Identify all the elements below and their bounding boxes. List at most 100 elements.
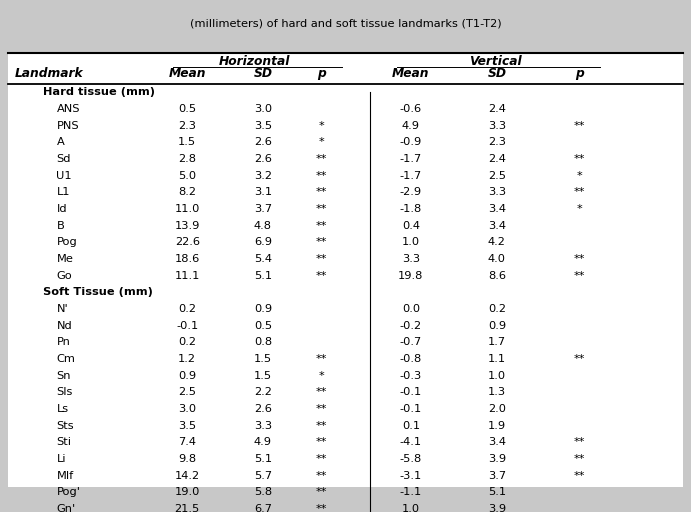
Text: 5.4: 5.4 (254, 254, 272, 264)
Text: 0.9: 0.9 (178, 371, 196, 380)
Text: 5.7: 5.7 (254, 471, 272, 481)
Text: 3.0: 3.0 (254, 104, 272, 114)
Text: 1.1: 1.1 (488, 354, 506, 364)
Text: 6.9: 6.9 (254, 237, 272, 247)
Text: Pog: Pog (57, 237, 77, 247)
Text: **: ** (316, 187, 327, 197)
Text: **: ** (316, 170, 327, 181)
Text: 8.2: 8.2 (178, 187, 196, 197)
Text: 9.8: 9.8 (178, 454, 196, 464)
Text: 4.8: 4.8 (254, 221, 272, 230)
Text: 5.1: 5.1 (254, 454, 272, 464)
Text: **: ** (574, 121, 585, 131)
Text: **: ** (316, 221, 327, 230)
Text: Hard tissue (mm): Hard tissue (mm) (43, 87, 155, 97)
Text: Soft Tissue (mm): Soft Tissue (mm) (43, 287, 153, 297)
Text: 7.4: 7.4 (178, 437, 196, 447)
Text: 22.6: 22.6 (175, 237, 200, 247)
Text: 8.6: 8.6 (488, 271, 506, 281)
Text: 0.4: 0.4 (402, 221, 420, 230)
Text: 21.5: 21.5 (175, 504, 200, 512)
Text: 1.5: 1.5 (254, 371, 272, 380)
Text: 0.0: 0.0 (402, 304, 420, 314)
Text: -0.7: -0.7 (400, 337, 422, 347)
Text: 0.1: 0.1 (402, 421, 420, 431)
Text: **: ** (316, 204, 327, 214)
Text: 3.5: 3.5 (178, 421, 196, 431)
Text: 4.0: 4.0 (488, 254, 506, 264)
Text: 2.2: 2.2 (254, 387, 272, 397)
Text: 0.9: 0.9 (488, 321, 506, 331)
Text: 0.5: 0.5 (254, 321, 272, 331)
Text: **: ** (316, 471, 327, 481)
Text: 4.9: 4.9 (254, 437, 272, 447)
Text: **: ** (574, 437, 585, 447)
Text: 0.8: 0.8 (254, 337, 272, 347)
Text: **: ** (574, 154, 585, 164)
Text: 2.6: 2.6 (254, 404, 272, 414)
Text: Me: Me (57, 254, 73, 264)
Text: 3.3: 3.3 (488, 187, 506, 197)
Text: -0.9: -0.9 (400, 137, 422, 147)
Text: -1.8: -1.8 (400, 204, 422, 214)
Text: PNS: PNS (57, 121, 79, 131)
Text: 18.6: 18.6 (175, 254, 200, 264)
Text: Sti: Sti (57, 437, 71, 447)
Text: 4.2: 4.2 (488, 237, 506, 247)
Text: -5.8: -5.8 (400, 454, 422, 464)
Text: **: ** (574, 254, 585, 264)
Text: 11.1: 11.1 (175, 271, 200, 281)
Text: Cm: Cm (57, 354, 75, 364)
Text: 3.2: 3.2 (254, 170, 272, 181)
Text: 3.9: 3.9 (488, 454, 506, 464)
Text: U1: U1 (57, 170, 72, 181)
Text: Ls: Ls (57, 404, 68, 414)
Text: Mlf: Mlf (57, 471, 74, 481)
Text: -1.7: -1.7 (400, 170, 422, 181)
Text: -0.1: -0.1 (400, 387, 422, 397)
Text: 2.0: 2.0 (488, 404, 506, 414)
Text: 19.0: 19.0 (175, 487, 200, 497)
Text: Vertical: Vertical (468, 55, 522, 68)
Text: -0.6: -0.6 (400, 104, 422, 114)
Text: ANS: ANS (57, 104, 80, 114)
Text: -0.2: -0.2 (400, 321, 422, 331)
Text: 0.2: 0.2 (178, 337, 196, 347)
Text: 11.0: 11.0 (175, 204, 200, 214)
Text: **: ** (316, 354, 327, 364)
Text: A: A (57, 137, 64, 147)
Text: Gn': Gn' (57, 504, 76, 512)
Text: -0.8: -0.8 (400, 354, 422, 364)
Text: 2.6: 2.6 (254, 137, 272, 147)
Text: Sls: Sls (57, 387, 73, 397)
Text: **: ** (574, 471, 585, 481)
Text: -2.9: -2.9 (400, 187, 422, 197)
Text: *: * (319, 121, 324, 131)
Text: 2.5: 2.5 (178, 387, 196, 397)
Text: **: ** (574, 187, 585, 197)
Text: **: ** (574, 271, 585, 281)
Text: 1.0: 1.0 (402, 504, 420, 512)
Text: p: p (317, 68, 325, 80)
Text: 1.9: 1.9 (488, 421, 506, 431)
Text: 4.9: 4.9 (402, 121, 420, 131)
Text: (millimeters) of hard and soft tissue landmarks (T1-T2): (millimeters) of hard and soft tissue la… (190, 18, 501, 29)
Text: 0.2: 0.2 (178, 304, 196, 314)
Text: Sts: Sts (57, 421, 74, 431)
Text: -1.7: -1.7 (400, 154, 422, 164)
Text: 1.2: 1.2 (178, 354, 196, 364)
Text: -0.1: -0.1 (400, 404, 422, 414)
Text: SD: SD (487, 68, 507, 80)
Text: B: B (57, 221, 64, 230)
Text: 2.8: 2.8 (178, 154, 196, 164)
Text: 14.2: 14.2 (175, 471, 200, 481)
Text: 1.7: 1.7 (488, 337, 506, 347)
Text: Id: Id (57, 204, 67, 214)
Text: 1.0: 1.0 (402, 237, 420, 247)
Text: Nd: Nd (57, 321, 72, 331)
Text: 13.9: 13.9 (175, 221, 200, 230)
Text: **: ** (574, 354, 585, 364)
Text: 2.5: 2.5 (488, 170, 506, 181)
Text: **: ** (316, 504, 327, 512)
Text: **: ** (316, 437, 327, 447)
